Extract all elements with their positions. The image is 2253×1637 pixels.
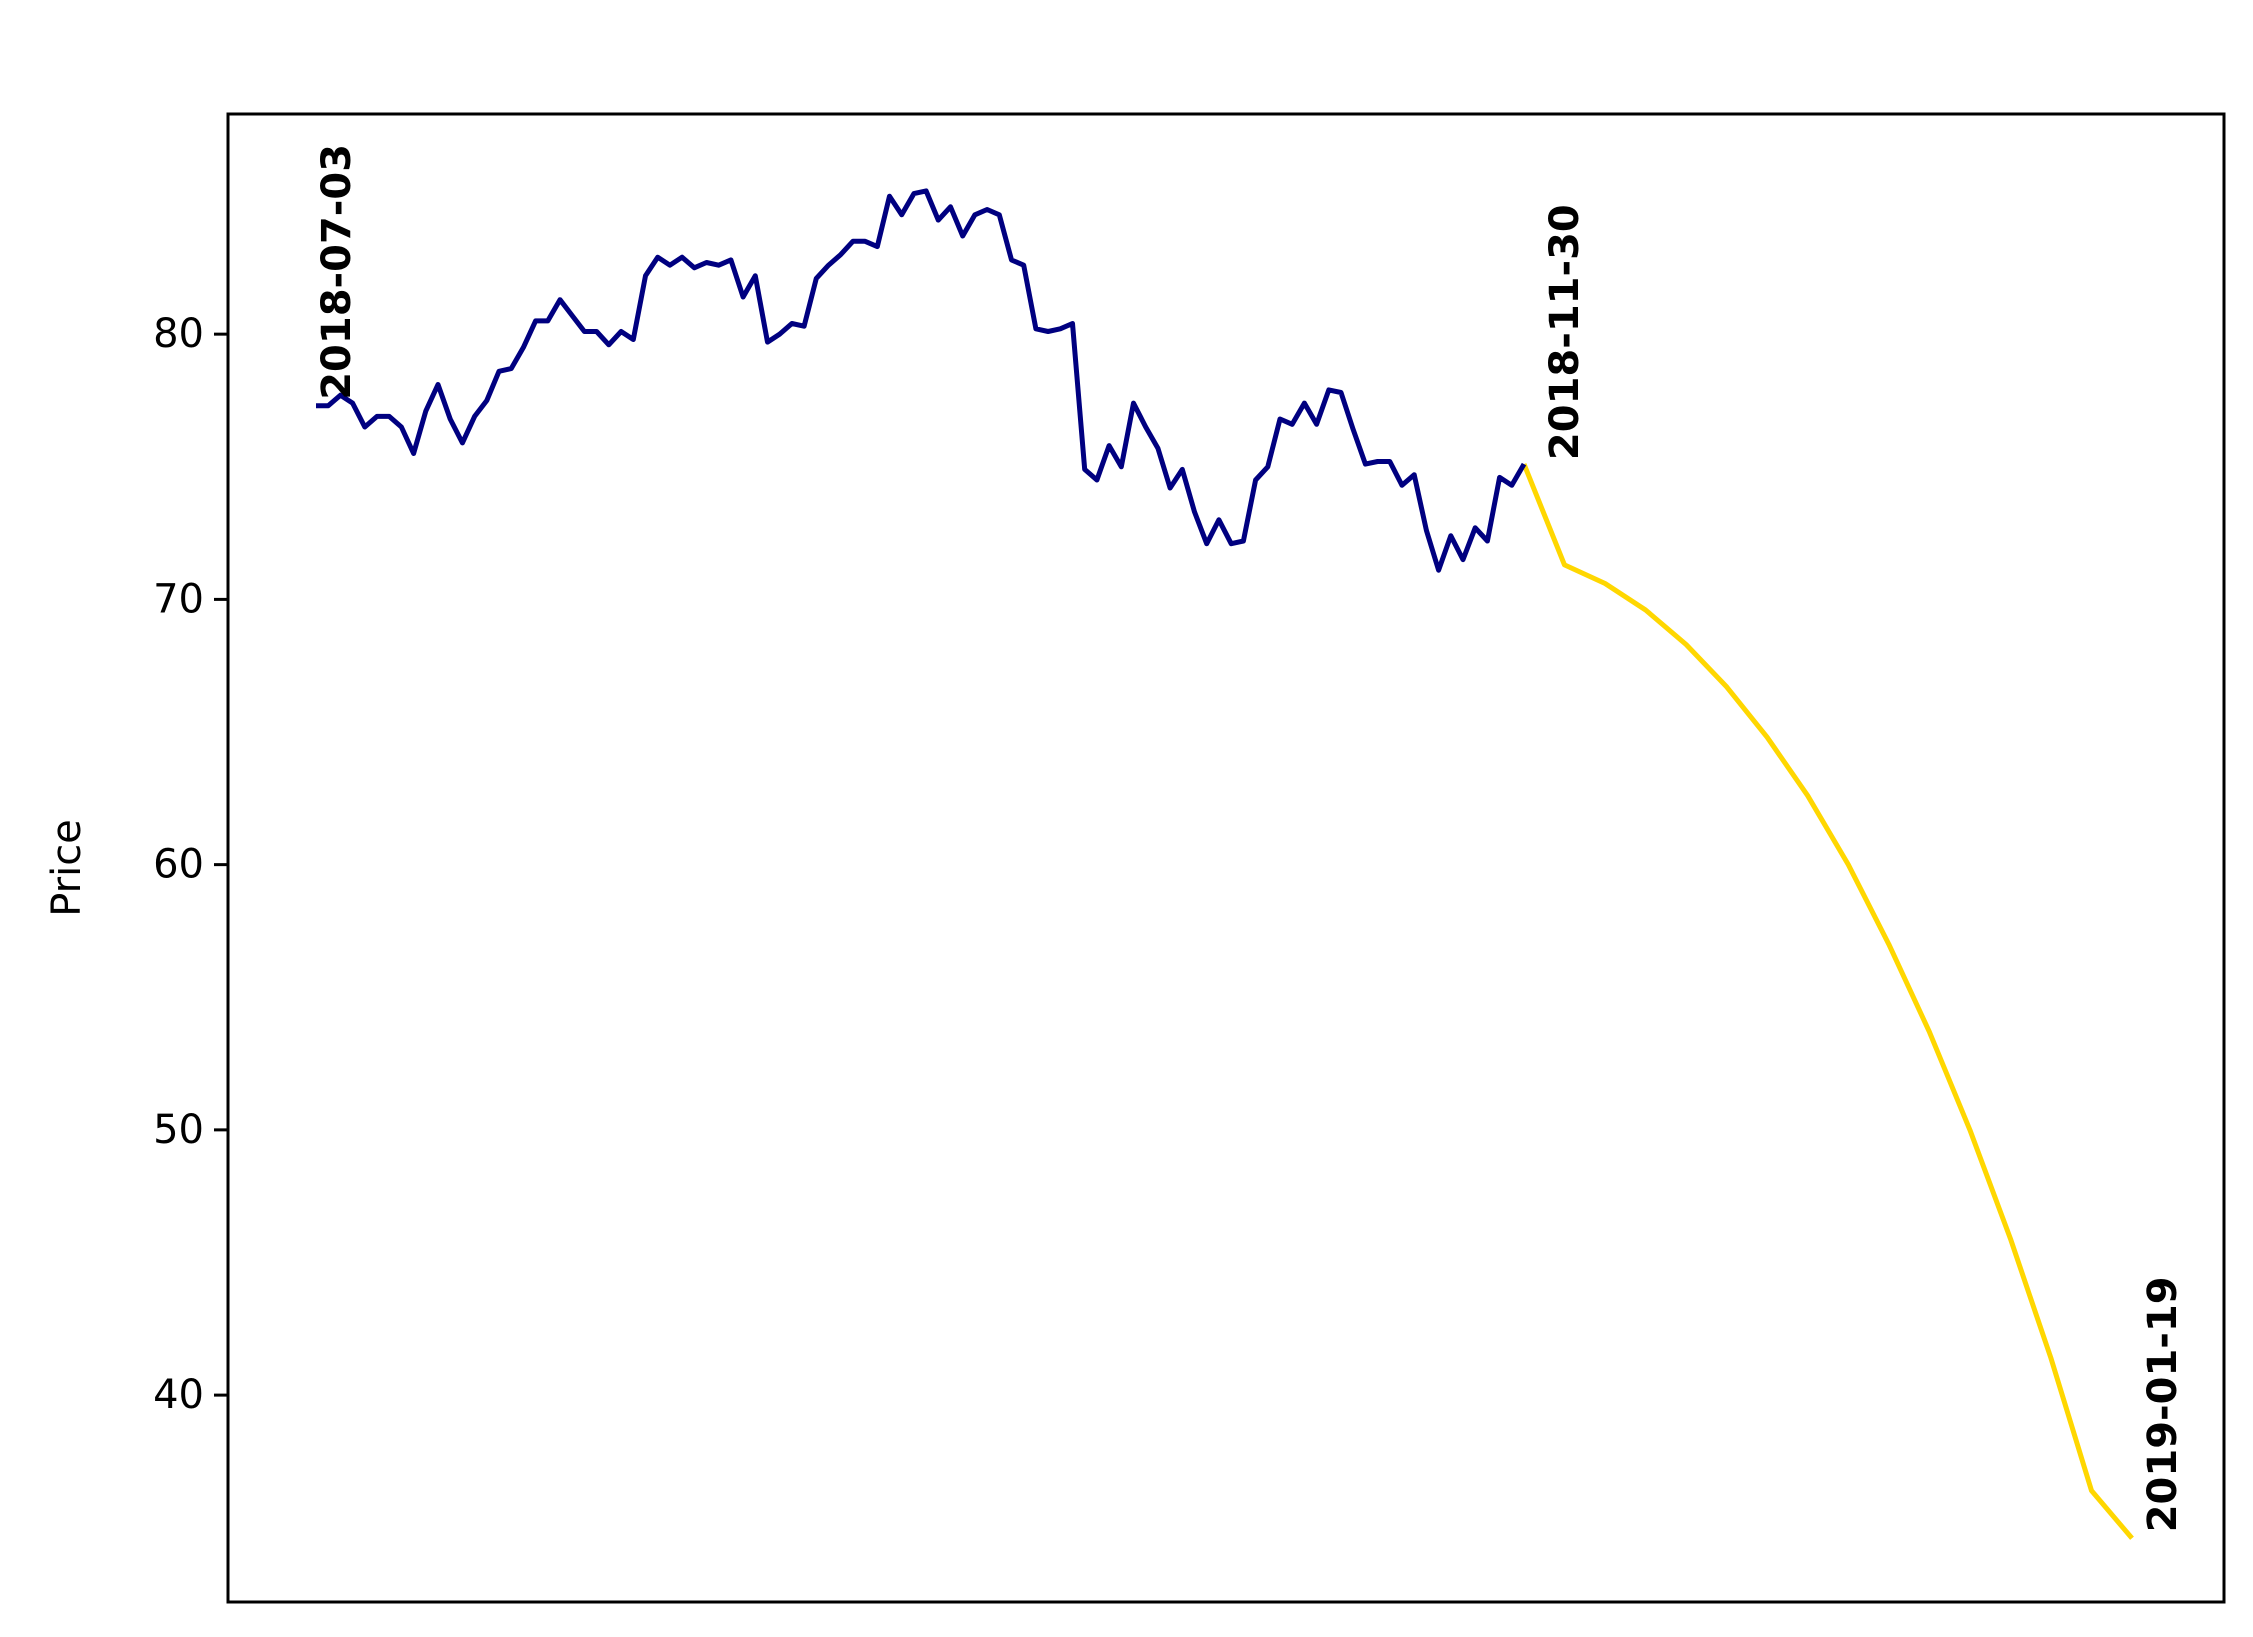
history-line [316, 188, 1527, 573]
plot-frame [226, 112, 2226, 1604]
date-annotation: 2019-01-19 [2140, 1276, 2186, 1532]
y-tick-label: 80 [153, 311, 204, 357]
y-axis-label: Price [44, 819, 90, 917]
forecast-line [1521, 463, 2134, 1540]
y-axis: 40 50 60 70 80 [153, 311, 228, 1418]
y-tick-label: 40 [153, 1372, 204, 1418]
date-annotation: 2018-11-30 [1542, 204, 1588, 460]
y-tick-label: 50 [153, 1107, 204, 1153]
plot-area [316, 188, 2134, 1540]
date-annotation: 2018-07-03 [314, 144, 360, 400]
y-tick-label: 60 [153, 842, 204, 888]
date-annotations: 2018-07-03 2018-11-30 2019-01-19 [314, 144, 2186, 1532]
y-tick-label: 70 [153, 576, 204, 622]
